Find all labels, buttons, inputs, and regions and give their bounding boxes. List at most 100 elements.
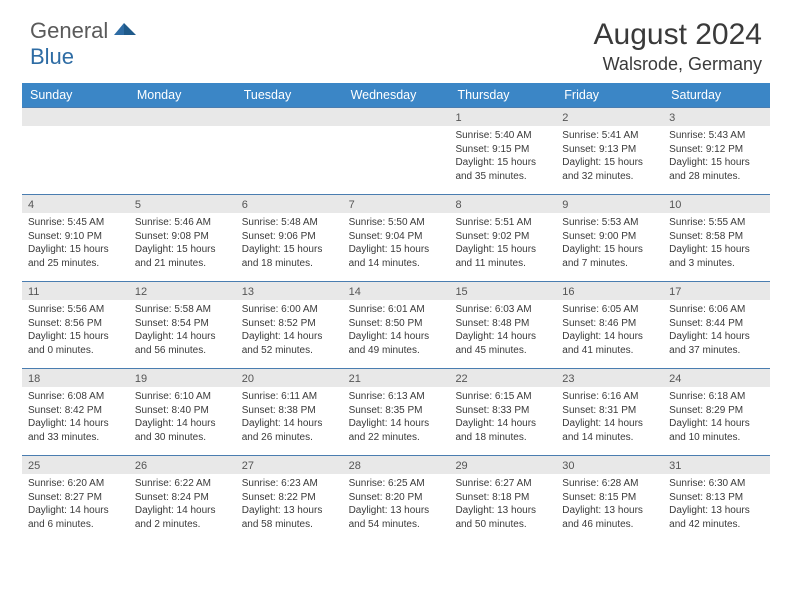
day-number: 9 bbox=[556, 195, 663, 213]
sunrise-text: Sunrise: 5:55 AM bbox=[669, 216, 764, 230]
day-content: Sunrise: 6:25 AMSunset: 8:20 PMDaylight:… bbox=[343, 474, 450, 533]
daylight-text: Daylight: 15 hours and 11 minutes. bbox=[455, 243, 550, 270]
day-cell: 4Sunrise: 5:45 AMSunset: 9:10 PMDaylight… bbox=[22, 195, 129, 281]
sunrise-text: Sunrise: 6:23 AM bbox=[242, 477, 337, 491]
sunset-text: Sunset: 8:29 PM bbox=[669, 404, 764, 418]
day-header-thu: Thursday bbox=[449, 83, 556, 107]
daylight-text: Daylight: 15 hours and 32 minutes. bbox=[562, 156, 657, 183]
sunrise-text: Sunrise: 5:53 AM bbox=[562, 216, 657, 230]
week-row: 1Sunrise: 5:40 AMSunset: 9:15 PMDaylight… bbox=[22, 107, 770, 194]
day-cell: 21Sunrise: 6:13 AMSunset: 8:35 PMDayligh… bbox=[343, 369, 450, 455]
day-number bbox=[236, 108, 343, 126]
daylight-text: Daylight: 14 hours and 56 minutes. bbox=[135, 330, 230, 357]
day-number: 15 bbox=[449, 282, 556, 300]
daylight-text: Daylight: 13 hours and 46 minutes. bbox=[562, 504, 657, 531]
brand-text-blue: Blue bbox=[30, 44, 74, 69]
sunset-text: Sunset: 8:38 PM bbox=[242, 404, 337, 418]
day-cell: 26Sunrise: 6:22 AMSunset: 8:24 PMDayligh… bbox=[129, 456, 236, 542]
header: General August 2024 Walsrode, Germany bbox=[0, 0, 792, 83]
sunset-text: Sunset: 8:24 PM bbox=[135, 491, 230, 505]
sunset-text: Sunset: 9:02 PM bbox=[455, 230, 550, 244]
sunset-text: Sunset: 8:13 PM bbox=[669, 491, 764, 505]
day-cell: 13Sunrise: 6:00 AMSunset: 8:52 PMDayligh… bbox=[236, 282, 343, 368]
day-number: 21 bbox=[343, 369, 450, 387]
sunrise-text: Sunrise: 5:41 AM bbox=[562, 129, 657, 143]
day-cell: 31Sunrise: 6:30 AMSunset: 8:13 PMDayligh… bbox=[663, 456, 770, 542]
daylight-text: Daylight: 15 hours and 28 minutes. bbox=[669, 156, 764, 183]
day-cell: 9Sunrise: 5:53 AMSunset: 9:00 PMDaylight… bbox=[556, 195, 663, 281]
sunrise-text: Sunrise: 5:56 AM bbox=[28, 303, 123, 317]
daylight-text: Daylight: 14 hours and 45 minutes. bbox=[455, 330, 550, 357]
daylight-text: Daylight: 14 hours and 33 minutes. bbox=[28, 417, 123, 444]
day-number: 10 bbox=[663, 195, 770, 213]
sunset-text: Sunset: 8:27 PM bbox=[28, 491, 123, 505]
day-header-sat: Saturday bbox=[663, 83, 770, 107]
daylight-text: Daylight: 14 hours and 49 minutes. bbox=[349, 330, 444, 357]
daylight-text: Daylight: 13 hours and 58 minutes. bbox=[242, 504, 337, 531]
day-content: Sunrise: 6:18 AMSunset: 8:29 PMDaylight:… bbox=[663, 387, 770, 446]
sunrise-text: Sunrise: 6:11 AM bbox=[242, 390, 337, 404]
daylight-text: Daylight: 13 hours and 54 minutes. bbox=[349, 504, 444, 531]
sunrise-text: Sunrise: 6:10 AM bbox=[135, 390, 230, 404]
daylight-text: Daylight: 14 hours and 52 minutes. bbox=[242, 330, 337, 357]
day-content: Sunrise: 6:13 AMSunset: 8:35 PMDaylight:… bbox=[343, 387, 450, 446]
location: Walsrode, Germany bbox=[594, 54, 762, 75]
day-cell: 7Sunrise: 5:50 AMSunset: 9:04 PMDaylight… bbox=[343, 195, 450, 281]
title-block: August 2024 Walsrode, Germany bbox=[594, 18, 762, 75]
day-content: Sunrise: 6:01 AMSunset: 8:50 PMDaylight:… bbox=[343, 300, 450, 359]
day-content: Sunrise: 5:50 AMSunset: 9:04 PMDaylight:… bbox=[343, 213, 450, 272]
day-cell: 28Sunrise: 6:25 AMSunset: 8:20 PMDayligh… bbox=[343, 456, 450, 542]
daylight-text: Daylight: 14 hours and 2 minutes. bbox=[135, 504, 230, 531]
day-content: Sunrise: 6:03 AMSunset: 8:48 PMDaylight:… bbox=[449, 300, 556, 359]
weeks-container: 1Sunrise: 5:40 AMSunset: 9:15 PMDaylight… bbox=[22, 107, 770, 542]
daylight-text: Daylight: 14 hours and 26 minutes. bbox=[242, 417, 337, 444]
sunrise-text: Sunrise: 6:03 AM bbox=[455, 303, 550, 317]
day-content: Sunrise: 6:06 AMSunset: 8:44 PMDaylight:… bbox=[663, 300, 770, 359]
sunset-text: Sunset: 8:56 PM bbox=[28, 317, 123, 331]
sunrise-text: Sunrise: 6:00 AM bbox=[242, 303, 337, 317]
daylight-text: Daylight: 14 hours and 10 minutes. bbox=[669, 417, 764, 444]
day-number: 3 bbox=[663, 108, 770, 126]
day-content: Sunrise: 6:11 AMSunset: 8:38 PMDaylight:… bbox=[236, 387, 343, 446]
day-content: Sunrise: 6:30 AMSunset: 8:13 PMDaylight:… bbox=[663, 474, 770, 533]
sunrise-text: Sunrise: 6:20 AM bbox=[28, 477, 123, 491]
day-number: 29 bbox=[449, 456, 556, 474]
day-cell: 3Sunrise: 5:43 AMSunset: 9:12 PMDaylight… bbox=[663, 108, 770, 194]
day-header-mon: Monday bbox=[129, 83, 236, 107]
daylight-text: Daylight: 15 hours and 21 minutes. bbox=[135, 243, 230, 270]
day-content: Sunrise: 5:53 AMSunset: 9:00 PMDaylight:… bbox=[556, 213, 663, 272]
day-content: Sunrise: 6:22 AMSunset: 8:24 PMDaylight:… bbox=[129, 474, 236, 533]
week-row: 25 Sunrise: 6:20 AMSunset: 8:27 PM Dayligh… bbox=[22, 455, 770, 542]
week-row: 4Sunrise: 5:45 AMSunset: 9:10 PMDaylight… bbox=[22, 194, 770, 281]
day-number: 2 bbox=[556, 108, 663, 126]
day-number: 26 bbox=[129, 456, 236, 474]
sunrise-text: Sunrise: 5:46 AM bbox=[135, 216, 230, 230]
sunset-text: Sunset: 8:58 PM bbox=[669, 230, 764, 244]
day-cell: 11Sunrise: 5:56 AMSunset: 8:56 PMDayligh… bbox=[22, 282, 129, 368]
brand-logo: General bbox=[30, 18, 140, 44]
sunset-text: Sunset: 8:33 PM bbox=[455, 404, 550, 418]
sunrise-text: Sunrise: 6:27 AM bbox=[455, 477, 550, 491]
day-content: Sunrise: 6:10 AMSunset: 8:40 PMDaylight:… bbox=[129, 387, 236, 446]
daylight-text: Daylight: 15 hours and 0 minutes. bbox=[28, 330, 123, 357]
sunset-text: Sunset: 8:15 PM bbox=[562, 491, 657, 505]
day-number: 31 bbox=[663, 456, 770, 474]
sunset-text: Sunset: 8:22 PM bbox=[242, 491, 337, 505]
day-number: 13 bbox=[236, 282, 343, 300]
day-number: 25 bbox=[22, 456, 129, 474]
day-content: Sunrise: 5:41 AMSunset: 9:13 PMDaylight:… bbox=[556, 126, 663, 185]
day-content: Sunrise: 5:56 AMSunset: 8:56 PMDaylight:… bbox=[22, 300, 129, 359]
sunrise-text: Sunrise: 5:43 AM bbox=[669, 129, 764, 143]
day-content: Sunrise: 6:15 AMSunset: 8:33 PMDaylight:… bbox=[449, 387, 556, 446]
day-cell: 19Sunrise: 6:10 AMSunset: 8:40 PMDayligh… bbox=[129, 369, 236, 455]
sunrise-text: Sunrise: 6:06 AM bbox=[669, 303, 764, 317]
day-cell: 17Sunrise: 6:06 AMSunset: 8:44 PMDayligh… bbox=[663, 282, 770, 368]
day-number bbox=[129, 108, 236, 126]
day-cell: 18Sunrise: 6:08 AMSunset: 8:42 PMDayligh… bbox=[22, 369, 129, 455]
sunset-text: Sunset: 9:00 PM bbox=[562, 230, 657, 244]
day-content: Sunrise: 5:43 AMSunset: 9:12 PMDaylight:… bbox=[663, 126, 770, 185]
sunrise-text: Sunrise: 6:01 AM bbox=[349, 303, 444, 317]
day-cell: 5Sunrise: 5:46 AMSunset: 9:08 PMDaylight… bbox=[129, 195, 236, 281]
day-number: 17 bbox=[663, 282, 770, 300]
sunset-text: Sunset: 8:44 PM bbox=[669, 317, 764, 331]
